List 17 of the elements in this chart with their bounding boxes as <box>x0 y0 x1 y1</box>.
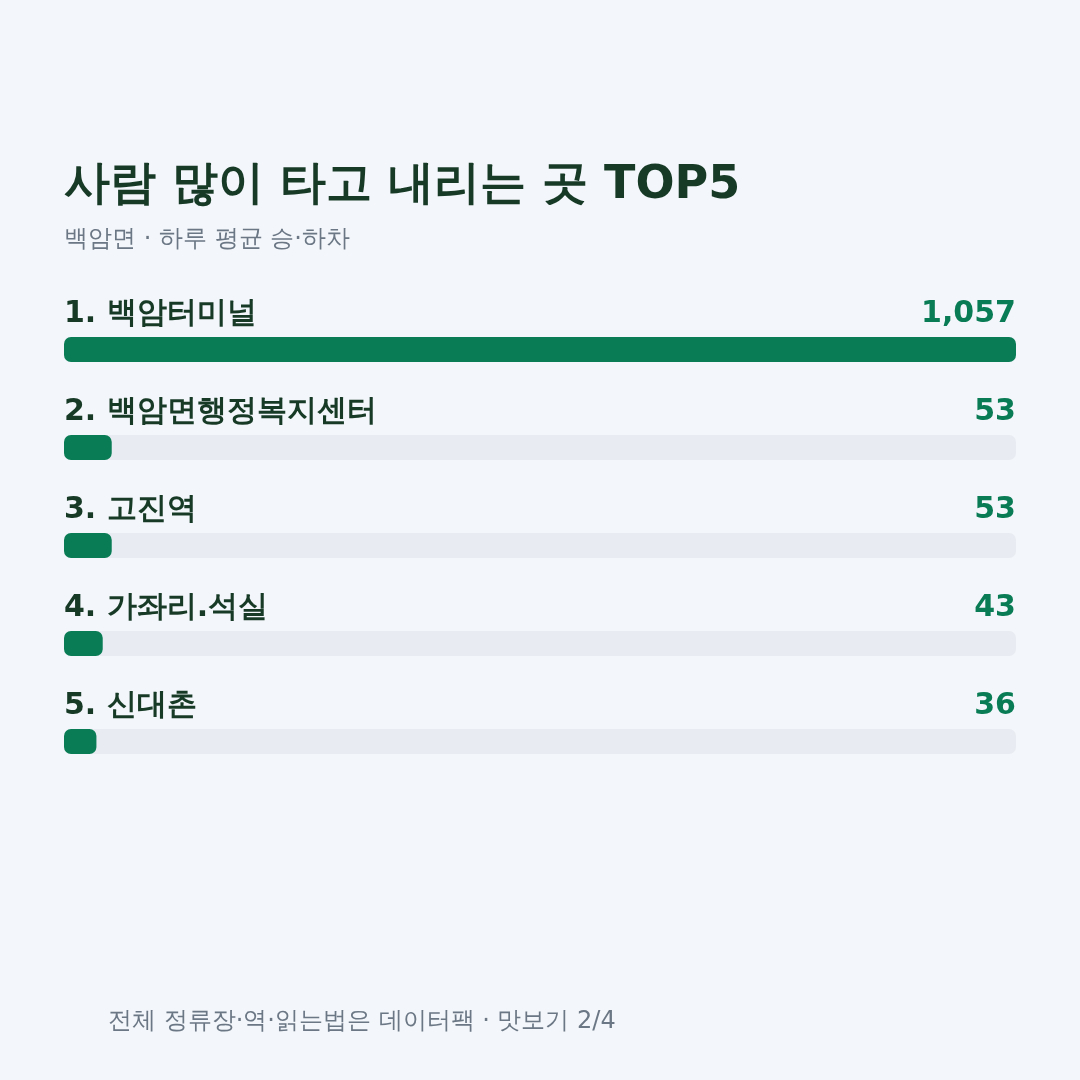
chart-subtitle: 백암면 · 하루 평균 승·하차 <box>64 224 350 252</box>
y-tick-label: 1. 백암터미널 <box>64 294 257 329</box>
data-label: 1,057 <box>921 294 1016 329</box>
bar <box>64 435 112 460</box>
bar <box>64 631 103 656</box>
y-tick-label: 2. 백암면행정복지센터 <box>64 392 377 427</box>
y-tick-label: 5. 신대촌 <box>64 686 197 721</box>
data-label: 53 <box>974 490 1016 525</box>
y-tick-label: 4. 가좌리.석실 <box>64 588 269 623</box>
y-tick-label: 3. 고진역 <box>64 490 197 525</box>
chart-title: 사람 많이 타고 내리는 곳 TOP5 <box>64 155 741 209</box>
text: 전체 정류장·역·읽는법은 데이터팩 · 맛보기 2/4 <box>108 1006 616 1034</box>
bar <box>64 533 112 558</box>
data-label: 43 <box>974 588 1016 623</box>
data-label: 53 <box>974 392 1016 427</box>
bar <box>64 729 97 754</box>
data-label: 36 <box>974 686 1016 721</box>
